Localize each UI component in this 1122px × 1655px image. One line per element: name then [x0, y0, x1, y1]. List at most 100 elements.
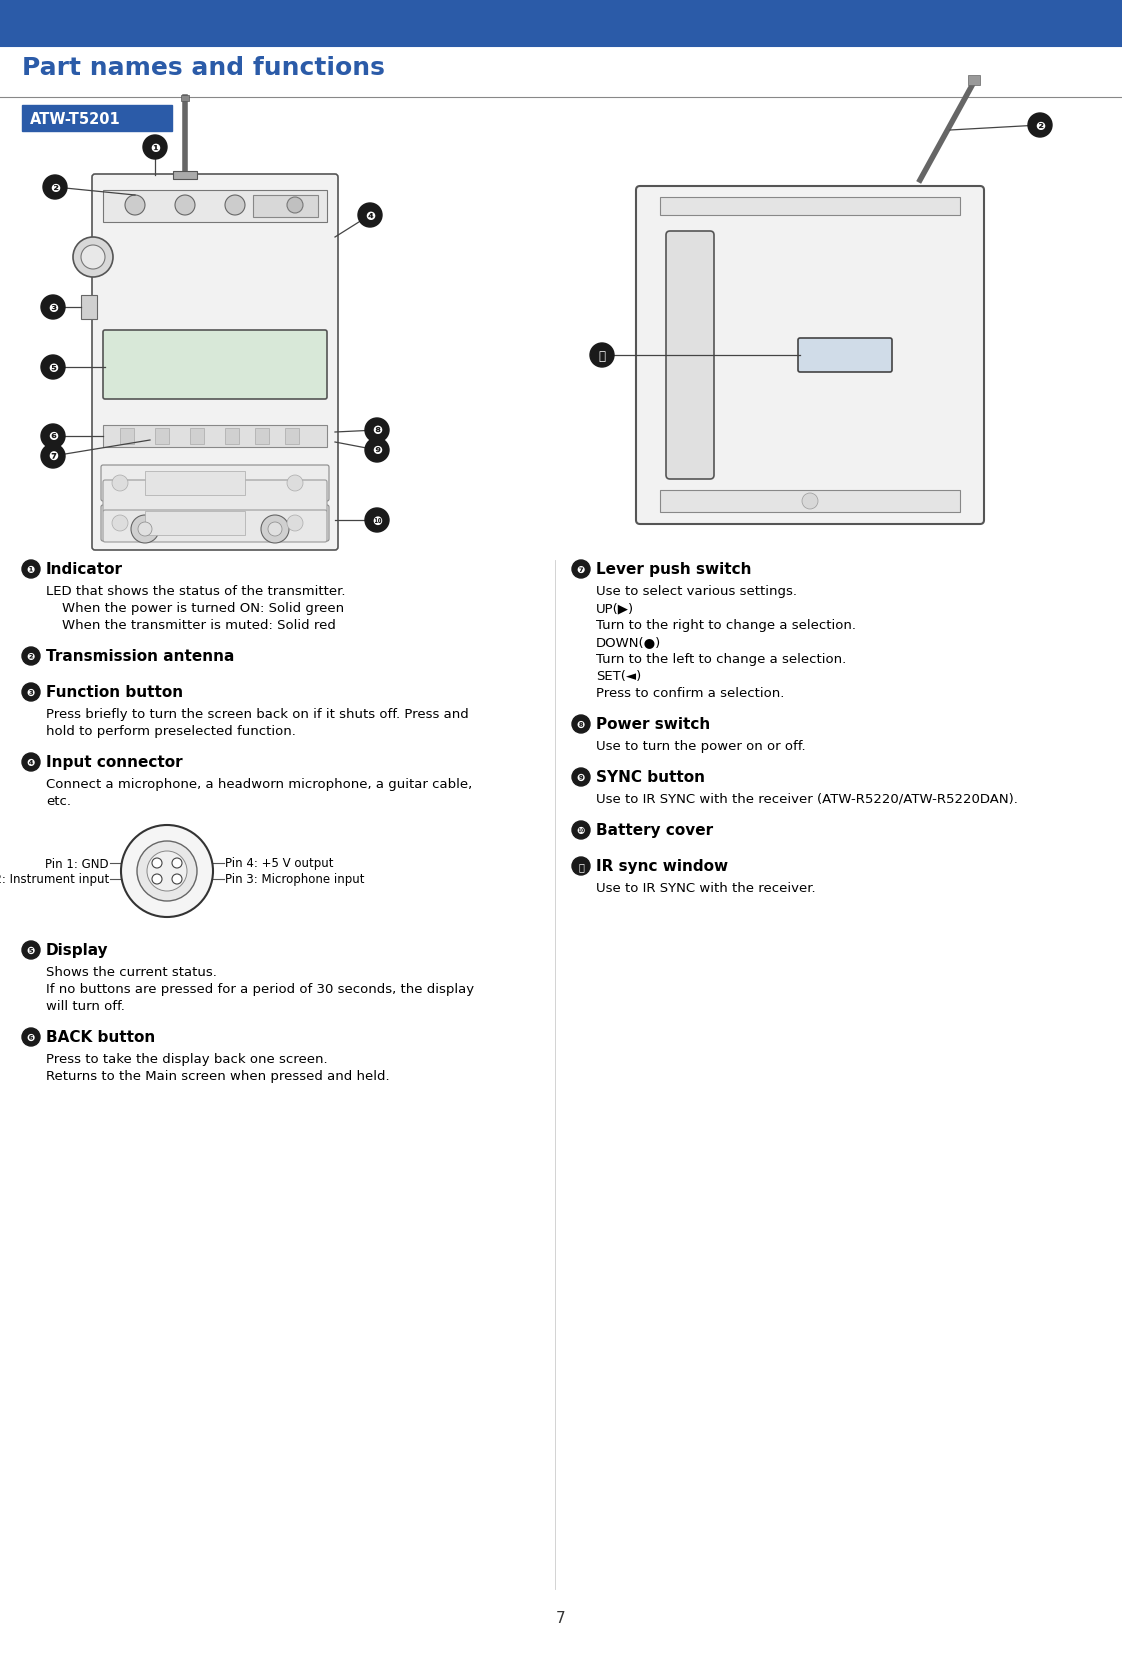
- Text: Press to confirm a selection.: Press to confirm a selection.: [596, 687, 784, 700]
- Text: ❻: ❻: [48, 430, 58, 444]
- Bar: [226, 429, 239, 445]
- Text: ❺: ❺: [27, 945, 35, 955]
- Circle shape: [572, 857, 590, 875]
- Text: ❼: ❼: [577, 564, 586, 574]
- Text: Turn to the left to change a selection.: Turn to the left to change a selection.: [596, 652, 846, 665]
- Text: Pin 3: Microphone input: Pin 3: Microphone input: [226, 872, 365, 885]
- Text: Lever push switch: Lever push switch: [596, 561, 752, 576]
- Text: ❶: ❶: [27, 564, 35, 574]
- Text: When the transmitter is muted: Solid red: When the transmitter is muted: Solid red: [62, 619, 335, 632]
- Circle shape: [142, 136, 167, 161]
- Circle shape: [268, 523, 282, 536]
- Bar: [81, 296, 96, 319]
- Text: Shows the current status.: Shows the current status.: [46, 965, 217, 978]
- Circle shape: [572, 561, 590, 579]
- Circle shape: [151, 859, 162, 869]
- FancyBboxPatch shape: [798, 339, 892, 372]
- FancyBboxPatch shape: [101, 506, 329, 541]
- Text: hold to perform preselected function.: hold to perform preselected function.: [46, 725, 296, 738]
- Text: Transmission antenna: Transmission antenna: [46, 649, 234, 664]
- Circle shape: [22, 647, 40, 665]
- Bar: [660, 199, 960, 215]
- Circle shape: [802, 493, 818, 510]
- Circle shape: [22, 753, 40, 771]
- Text: IR sync window: IR sync window: [596, 859, 728, 874]
- Circle shape: [131, 516, 159, 544]
- Circle shape: [365, 439, 389, 463]
- Bar: [103, 425, 327, 449]
- Text: Pin 2: Instrument input: Pin 2: Instrument input: [0, 872, 109, 885]
- Text: Power switch: Power switch: [596, 717, 710, 732]
- Circle shape: [81, 247, 105, 270]
- Circle shape: [112, 475, 128, 492]
- Circle shape: [42, 445, 65, 468]
- Bar: [145, 511, 245, 536]
- Circle shape: [121, 826, 213, 917]
- Circle shape: [572, 715, 590, 733]
- Text: Use to IR SYNC with the receiver.: Use to IR SYNC with the receiver.: [596, 882, 816, 894]
- Circle shape: [287, 199, 303, 213]
- Circle shape: [172, 874, 182, 884]
- FancyBboxPatch shape: [92, 175, 338, 551]
- Text: Pin 1: GND: Pin 1: GND: [45, 857, 109, 871]
- Circle shape: [572, 821, 590, 839]
- Text: ❾: ❾: [577, 773, 586, 783]
- Circle shape: [138, 523, 151, 536]
- Text: Returns to the Main screen when pressed and held.: Returns to the Main screen when pressed …: [46, 1069, 389, 1082]
- Text: ❹: ❹: [27, 758, 35, 768]
- Circle shape: [112, 516, 128, 531]
- Circle shape: [42, 356, 65, 379]
- Text: When the power is turned ON: Solid green: When the power is turned ON: Solid green: [62, 602, 344, 614]
- Text: Function button: Function button: [46, 685, 183, 700]
- Circle shape: [590, 344, 614, 367]
- Bar: [181, 96, 188, 103]
- Bar: [0, 0, 1122, 46]
- Circle shape: [1028, 114, 1052, 137]
- Text: ❿: ❿: [577, 826, 586, 836]
- Circle shape: [42, 296, 65, 319]
- Text: ❷: ❷: [1034, 119, 1045, 132]
- Text: 7: 7: [557, 1610, 565, 1625]
- Circle shape: [73, 238, 113, 278]
- Text: Use to IR SYNC with the receiver (ATW-R5220/ATW-R5220DAN).: Use to IR SYNC with the receiver (ATW-R5…: [596, 793, 1018, 806]
- Text: BACK button: BACK button: [46, 1029, 155, 1044]
- Text: will turn off.: will turn off.: [46, 1000, 125, 1013]
- FancyBboxPatch shape: [103, 331, 327, 401]
- FancyBboxPatch shape: [103, 511, 327, 543]
- Circle shape: [261, 516, 289, 544]
- Text: ⓪: ⓪: [598, 349, 606, 362]
- FancyBboxPatch shape: [101, 465, 329, 501]
- Circle shape: [22, 1028, 40, 1046]
- Circle shape: [22, 684, 40, 702]
- Bar: [285, 429, 298, 445]
- Circle shape: [22, 561, 40, 579]
- Circle shape: [151, 874, 162, 884]
- Bar: [255, 429, 269, 445]
- Text: ❻: ❻: [27, 1033, 35, 1043]
- FancyBboxPatch shape: [103, 480, 327, 513]
- Circle shape: [358, 204, 381, 228]
- Text: Input connector: Input connector: [46, 755, 183, 770]
- Bar: [22, 106, 172, 132]
- Bar: [660, 490, 960, 513]
- Text: ❽: ❽: [373, 424, 381, 437]
- Text: If no buttons are pressed for a period of 30 seconds, the display: If no buttons are pressed for a period o…: [46, 983, 475, 995]
- Circle shape: [172, 859, 182, 869]
- Circle shape: [137, 841, 197, 902]
- Text: ❿: ❿: [373, 515, 381, 528]
- Bar: [173, 172, 197, 180]
- Bar: [155, 429, 169, 445]
- Text: Part names and functions: Part names and functions: [22, 56, 385, 79]
- Circle shape: [287, 475, 303, 492]
- Text: ❸: ❸: [48, 301, 58, 314]
- Text: ❸: ❸: [27, 687, 35, 697]
- Text: Battery cover: Battery cover: [596, 823, 714, 837]
- Bar: [103, 190, 327, 223]
- Text: ❺: ❺: [48, 361, 58, 374]
- Text: Use to select various settings.: Use to select various settings.: [596, 584, 797, 597]
- Circle shape: [287, 516, 303, 531]
- Text: ❶: ❶: [150, 141, 160, 154]
- Circle shape: [226, 195, 245, 215]
- Circle shape: [42, 425, 65, 449]
- Text: ⓪: ⓪: [578, 862, 583, 872]
